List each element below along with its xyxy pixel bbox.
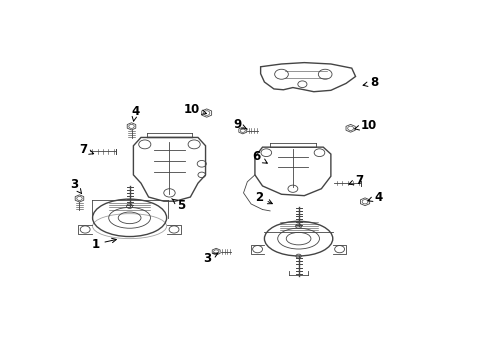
Text: 3: 3 [71,178,82,194]
Text: 4: 4 [368,190,383,203]
Text: 7: 7 [79,143,94,157]
Text: 6: 6 [253,150,267,163]
Text: 7: 7 [349,174,364,187]
Text: 8: 8 [363,76,379,89]
Text: 10: 10 [355,119,377,132]
Text: 3: 3 [203,252,218,265]
Text: 10: 10 [184,103,206,116]
Text: 2: 2 [255,190,272,204]
Text: 5: 5 [172,199,185,212]
Text: 4: 4 [131,105,140,121]
Text: 1: 1 [91,238,116,251]
Text: 9: 9 [234,118,247,131]
